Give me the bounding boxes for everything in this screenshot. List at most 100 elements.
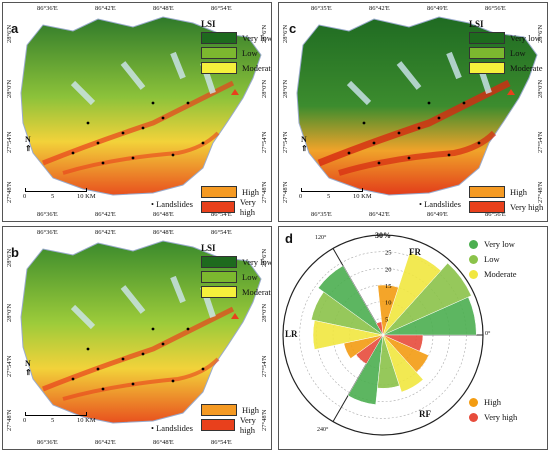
landslides-legend: • Landslides xyxy=(419,199,461,209)
landslides-legend: • Landslides xyxy=(151,423,193,433)
legend-swatch xyxy=(201,286,237,298)
polar-bar xyxy=(355,334,384,365)
coord-bottom: 86°42'E xyxy=(95,439,116,446)
polar-bar xyxy=(377,284,399,336)
model-label-rf: RF xyxy=(419,409,431,419)
susceptibility-map xyxy=(296,16,538,196)
legend-swatch xyxy=(469,201,505,213)
legend-dot xyxy=(469,239,478,249)
scale-tick: 5 xyxy=(51,417,55,424)
legend-item: Low xyxy=(201,270,271,284)
north-arrow-icon: N ⇑ xyxy=(25,135,32,153)
legend-item: Low xyxy=(469,46,543,60)
polar-chart-panel: d 5 10 15 20 25 30% 120° 240° 0° FR LR RF Ve… xyxy=(278,226,548,450)
radial-tick-label: 15 xyxy=(385,283,392,290)
polar-bar xyxy=(382,334,430,373)
scale-tick: 5 xyxy=(327,193,331,200)
legend-label: High xyxy=(242,405,259,415)
polar-bar xyxy=(310,291,384,336)
coord-bottom: 86°36'E xyxy=(37,211,58,218)
legend-swatch xyxy=(201,201,235,213)
coord-bottom: 86°56'E xyxy=(485,211,506,218)
legend-swatch xyxy=(201,186,237,198)
polar-bar xyxy=(317,265,384,336)
coord-bottom: 86°54'E xyxy=(211,211,232,218)
lsi-legend-upper: LSI Very low Low Moderate xyxy=(201,19,272,76)
legend-item: High xyxy=(469,395,517,409)
legend-item: Low xyxy=(201,46,271,60)
legend-swatch xyxy=(469,47,505,59)
legend-title: LSI xyxy=(201,19,216,29)
legend-swatch xyxy=(201,62,237,74)
polar-bar xyxy=(347,334,384,405)
scale-tick: 0 xyxy=(23,417,27,424)
scale-tick: 5 xyxy=(51,193,55,200)
legend-label: Very high xyxy=(239,197,256,217)
map-panel-c: c 86°35'E 86°42'E 86°49'E 86°56'E 86°35'… xyxy=(278,2,548,222)
radial-max-label: 30% xyxy=(375,231,391,240)
polar-bar xyxy=(382,334,424,352)
coord-top: 86°54'E xyxy=(211,5,232,12)
legend-swatch xyxy=(201,32,237,44)
scale-tick: 10 KM xyxy=(77,193,96,200)
legend-title: LSI xyxy=(469,19,484,29)
legend-label: Very low xyxy=(510,33,541,43)
map-panel-b: b 86°36'E 86°42'E 86°48'E 86°54'E 86°36'… xyxy=(2,226,272,450)
legend-item: Moderate xyxy=(201,285,271,299)
panel-letter: c xyxy=(289,21,297,36)
legend-item: Very low xyxy=(469,237,517,251)
legend-item: Very high xyxy=(201,197,271,217)
scale-tick: 10 KM xyxy=(77,417,96,424)
legend-item: High xyxy=(469,185,543,199)
legend-label: Low xyxy=(484,254,500,264)
radial-tick-label: 10 xyxy=(385,300,392,307)
legend-label: Moderate xyxy=(242,63,272,73)
coord-bottom: 86°54'E xyxy=(211,439,232,446)
legend-label: High xyxy=(510,187,527,197)
coord-bottom: 86°48'E xyxy=(153,211,174,218)
north-arrow-icon: N ⇑ xyxy=(301,135,308,153)
angle-label: 240° xyxy=(317,427,329,433)
coord-top: 86°56'E xyxy=(485,5,506,12)
legend-item: Moderate xyxy=(201,61,272,75)
legend-item: Very high xyxy=(469,410,517,424)
legend-label: Low xyxy=(510,48,526,58)
legend-item: Very low xyxy=(201,255,272,269)
legend-item: Very high xyxy=(469,200,543,214)
legend-label: Low xyxy=(242,48,258,58)
coord-top: 86°49'E xyxy=(427,5,448,12)
lsi-legend-lower: High Very high xyxy=(201,403,271,435)
polar-bar xyxy=(312,320,384,350)
legend-item: Low xyxy=(469,252,517,266)
coord-top: 86°54'E xyxy=(211,229,232,236)
scale-bar xyxy=(301,188,363,192)
model-label-fr: FR xyxy=(409,247,421,257)
landslides-legend: • Landslides xyxy=(151,199,193,209)
polar-legend-upper: Very low Low Moderate xyxy=(469,237,517,282)
coord-top: 86°36'E xyxy=(37,229,58,236)
polar-chart: 5 10 15 20 25 xyxy=(282,234,484,436)
legend-label: Very high xyxy=(510,202,544,212)
panel-letter: d xyxy=(285,231,293,246)
coord-bottom: 86°49'E xyxy=(427,211,448,218)
legend-label: Very low xyxy=(242,33,272,43)
radial-tick-label: 5 xyxy=(385,316,388,323)
scale-bar xyxy=(25,412,87,416)
legend-label: Moderate xyxy=(510,63,543,73)
legend-swatch xyxy=(469,186,505,198)
lsi-legend-lower: High Very high xyxy=(469,185,543,215)
legend-item: Very low xyxy=(469,31,543,45)
legend-item: High xyxy=(201,185,271,199)
landslides-label: Landslides xyxy=(424,199,461,209)
legend-label: Very low xyxy=(484,239,515,249)
model-label-lr: LR xyxy=(285,329,298,339)
legend-swatch xyxy=(201,419,235,431)
polar-bar xyxy=(382,252,442,336)
legend-swatch xyxy=(201,404,237,416)
angle-label: 120° xyxy=(315,235,327,241)
legend-label: Very low xyxy=(242,257,272,267)
lsi-legend-lower: High Very high xyxy=(201,185,271,217)
susceptibility-map xyxy=(20,16,262,196)
legend-item: Very low xyxy=(201,31,272,45)
legend-dot xyxy=(469,412,478,422)
